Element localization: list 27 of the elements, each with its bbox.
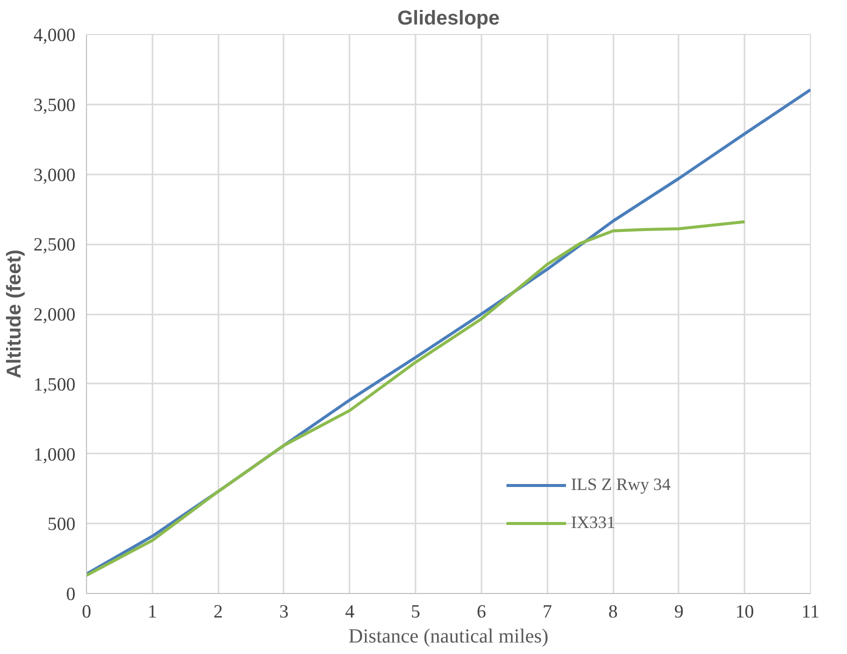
y-tick-label: 3,500 <box>34 94 76 116</box>
y-tick-label: 1,000 <box>34 444 76 466</box>
y-tick-label: 0 <box>66 584 76 605</box>
x-tick-label: 11 <box>802 602 820 622</box>
y-tick-label: 500 <box>48 514 76 536</box>
line-series <box>86 220 746 577</box>
x-tick-label: 4 <box>345 602 356 622</box>
legend-label: IX331 <box>571 513 616 533</box>
y-tick-label: 1,500 <box>34 374 76 396</box>
y-tick-label: 2,000 <box>34 304 76 326</box>
x-tick-label: 3 <box>279 602 289 622</box>
legend-label: ILS Z Rwy 34 <box>571 475 671 495</box>
x-tick-label: 8 <box>608 602 618 622</box>
x-tick-label: 5 <box>410 602 420 622</box>
y-tick-label: 3,000 <box>34 164 76 186</box>
x-tick-label: 7 <box>542 602 552 622</box>
x-tick-label: 9 <box>674 602 684 622</box>
y-axis-title: Altitude (feet) <box>4 250 26 378</box>
x-tick-label: 10 <box>735 602 754 622</box>
x-tick-label: 0 <box>82 602 92 622</box>
chart-title: Glideslope <box>397 8 500 30</box>
x-tick-label: 1 <box>148 602 157 622</box>
x-tick-label: 6 <box>476 602 486 622</box>
x-axis-title: Distance (nautical miles) <box>348 626 548 648</box>
y-tick-label: 2,500 <box>34 234 76 256</box>
x-tick-label: 2 <box>213 602 223 622</box>
y-tick-label: 4,000 <box>34 25 76 46</box>
